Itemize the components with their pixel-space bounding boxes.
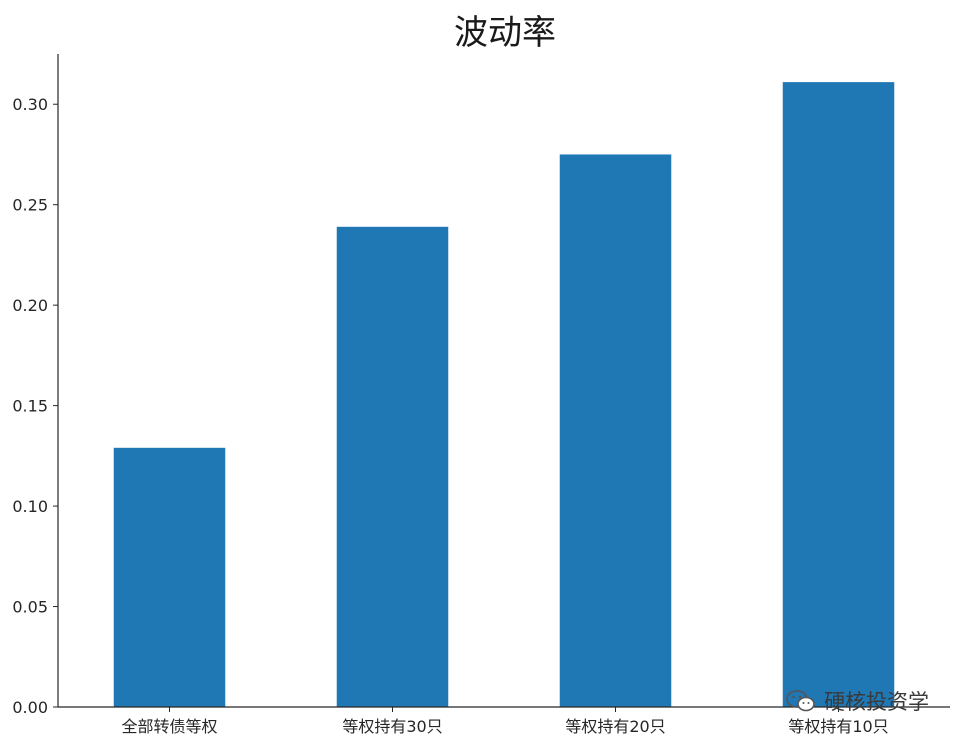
bar-4 <box>782 82 895 708</box>
bar-2 <box>336 226 449 708</box>
bar-1 <box>113 447 226 707</box>
x-tick-label: 等权持有20只 <box>565 717 665 736</box>
y-axis: 0.00 0.05 0.10 0.15 0.20 0.25 0.30 <box>12 54 59 717</box>
y-tick-label: 0.05 <box>12 598 48 617</box>
watermark: 硬核投资学 <box>786 686 929 716</box>
x-tick-label: 等权持有10只 <box>788 717 888 736</box>
bars-group <box>113 82 895 708</box>
y-tick-label: 0.15 <box>12 397 48 416</box>
wechat-icon <box>786 690 815 712</box>
y-tick-label: 0.20 <box>12 296 48 315</box>
y-tick-label: 0.10 <box>12 497 48 516</box>
y-tick-label: 0.30 <box>12 95 48 114</box>
x-tick-label: 全部转债等权 <box>121 717 217 736</box>
bar-3 <box>559 154 672 707</box>
y-tick-label: 0.00 <box>12 698 48 717</box>
y-tick-label: 0.25 <box>12 196 48 215</box>
watermark-text: 硬核投资学 <box>824 690 929 714</box>
x-tick-label: 等权持有30只 <box>342 717 442 736</box>
x-axis: 全部转债等权 等权持有30只 等权持有20只 等权持有10只 <box>58 706 950 736</box>
chart-title: 波动率 <box>454 13 556 53</box>
